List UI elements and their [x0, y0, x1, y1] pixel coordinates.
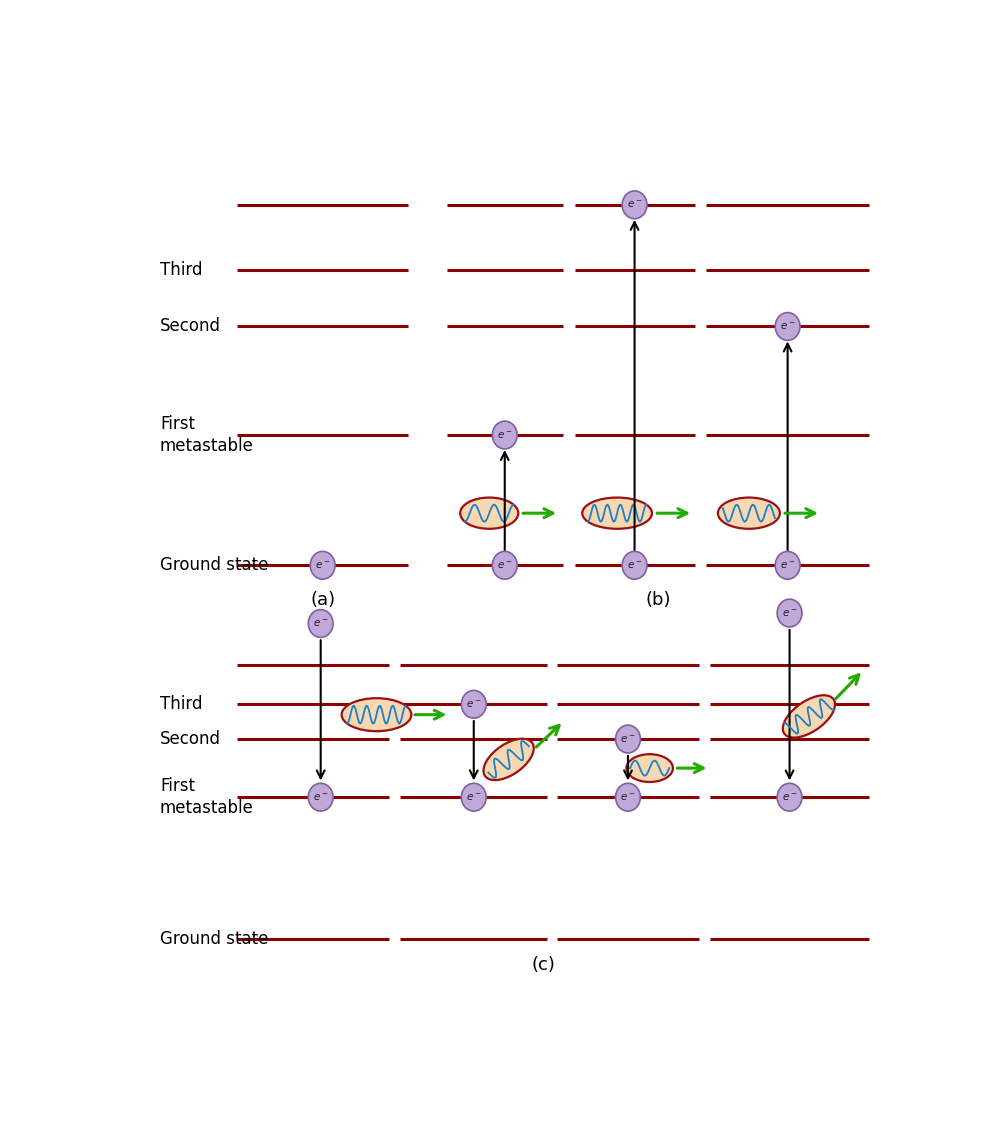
Text: (b): (b) — [645, 591, 671, 609]
Text: Second: Second — [160, 317, 221, 335]
Ellipse shape — [483, 739, 534, 781]
Ellipse shape — [718, 497, 780, 529]
Text: $e^-$: $e^-$ — [313, 618, 328, 629]
Circle shape — [777, 783, 802, 811]
Ellipse shape — [626, 755, 673, 782]
Text: $e^-$: $e^-$ — [620, 792, 636, 803]
Text: Third: Third — [160, 695, 202, 713]
Text: Third: Third — [160, 261, 202, 279]
Circle shape — [775, 552, 800, 579]
Text: $e^-$: $e^-$ — [627, 559, 642, 571]
Text: Ground state: Ground state — [160, 929, 268, 948]
Circle shape — [492, 552, 517, 579]
Circle shape — [492, 421, 517, 449]
Text: $e^-$: $e^-$ — [782, 792, 797, 803]
Text: $e^-$: $e^-$ — [620, 733, 636, 744]
Text: $e^-$: $e^-$ — [782, 608, 797, 618]
Text: $e^-$: $e^-$ — [780, 559, 795, 571]
Text: (a): (a) — [310, 591, 335, 609]
Ellipse shape — [783, 695, 835, 738]
Ellipse shape — [582, 497, 652, 529]
Text: (c): (c) — [532, 955, 555, 973]
Text: First
metastable: First metastable — [160, 415, 254, 455]
Circle shape — [461, 783, 486, 811]
Text: $e^-$: $e^-$ — [497, 430, 513, 441]
Circle shape — [461, 690, 486, 719]
Ellipse shape — [342, 698, 411, 731]
Text: First
metastable: First metastable — [160, 777, 254, 818]
Circle shape — [775, 312, 800, 341]
Circle shape — [622, 191, 647, 219]
Text: Ground state: Ground state — [160, 556, 268, 574]
Text: $e^-$: $e^-$ — [466, 792, 482, 803]
Text: $e^-$: $e^-$ — [627, 200, 642, 210]
Circle shape — [777, 599, 802, 627]
Text: $e^-$: $e^-$ — [466, 698, 482, 710]
Circle shape — [616, 783, 640, 811]
Circle shape — [616, 725, 640, 752]
Circle shape — [308, 609, 333, 637]
Text: $e^-$: $e^-$ — [313, 792, 328, 803]
Circle shape — [310, 552, 335, 579]
Text: $e^-$: $e^-$ — [315, 559, 330, 571]
Text: $e^-$: $e^-$ — [497, 559, 513, 571]
Circle shape — [308, 783, 333, 811]
Text: $e^-$: $e^-$ — [780, 321, 795, 332]
Text: Second: Second — [160, 730, 221, 748]
Ellipse shape — [460, 497, 518, 529]
Circle shape — [622, 552, 647, 579]
